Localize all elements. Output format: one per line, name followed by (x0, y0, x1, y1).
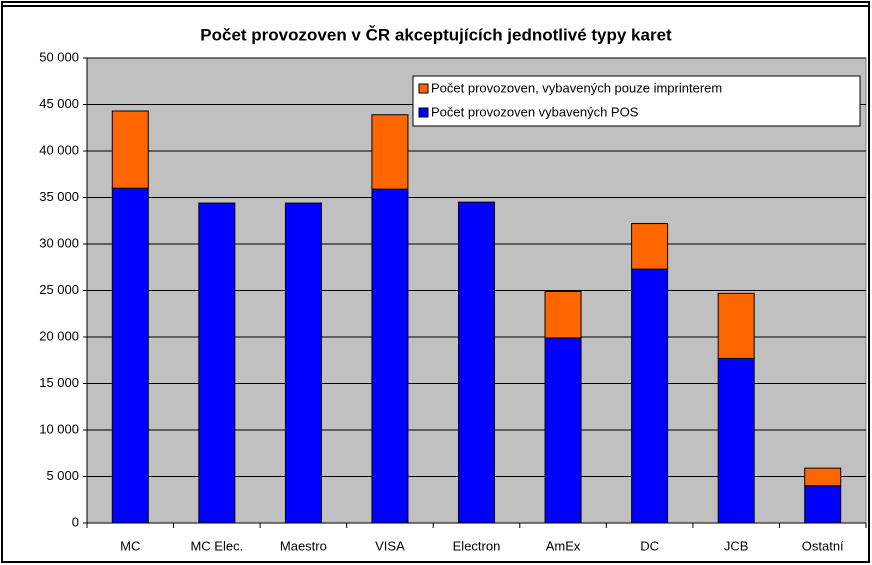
x-tick-label: MC (120, 538, 140, 553)
y-tick-label: 35 000 (39, 189, 79, 204)
y-tick-label: 20 000 (39, 328, 79, 343)
bar-segment (717, 357, 755, 524)
x-tick-label: Ostatní (802, 538, 844, 553)
y-tick-label: 50 000 (39, 49, 79, 64)
legend-box (412, 75, 861, 127)
legend-label: Počet provozoven, vybavených pouze impri… (431, 80, 722, 95)
x-tick-label: Maestro (280, 538, 327, 553)
bar-segment (111, 110, 149, 189)
bar-segment (111, 187, 149, 524)
legend-swatch (418, 83, 429, 94)
bar-segment (631, 223, 669, 270)
bar-segment (804, 485, 842, 524)
y-tick-label: 40 000 (39, 142, 79, 157)
legend-label: Počet provozoven vybavených POS (431, 104, 639, 119)
y-tick-label: 15 000 (39, 375, 79, 390)
bar-segment (198, 202, 236, 524)
x-tick-label: DC (640, 538, 659, 553)
x-tick-label: JCB (724, 538, 749, 553)
bar-segment (717, 292, 755, 359)
chart-title: Počet provozoven v ČR akceptujících jedn… (200, 25, 672, 44)
bar-segment (804, 467, 842, 487)
y-tick-label: 25 000 (39, 282, 79, 297)
bar-segment (631, 268, 669, 524)
y-tick-label: 45 000 (39, 96, 79, 111)
bar-segment (284, 202, 322, 524)
bar-segment (458, 201, 495, 524)
x-tick-label: Electron (453, 538, 501, 553)
x-tick-label: MC Elec. (190, 538, 243, 553)
legend-swatch (418, 107, 429, 118)
x-tick-label: AmEx (546, 538, 581, 553)
bar-segment (371, 188, 409, 524)
y-tick-label: 5 000 (46, 468, 79, 483)
bar-segment (371, 114, 409, 190)
bar-segment (544, 290, 582, 339)
y-tick-label: 30 000 (39, 235, 79, 250)
x-tick-label: VISA (375, 538, 405, 553)
bar-segment (544, 337, 582, 524)
y-tick-label: 0 (72, 514, 79, 529)
y-tick-label: 10 000 (39, 421, 79, 436)
